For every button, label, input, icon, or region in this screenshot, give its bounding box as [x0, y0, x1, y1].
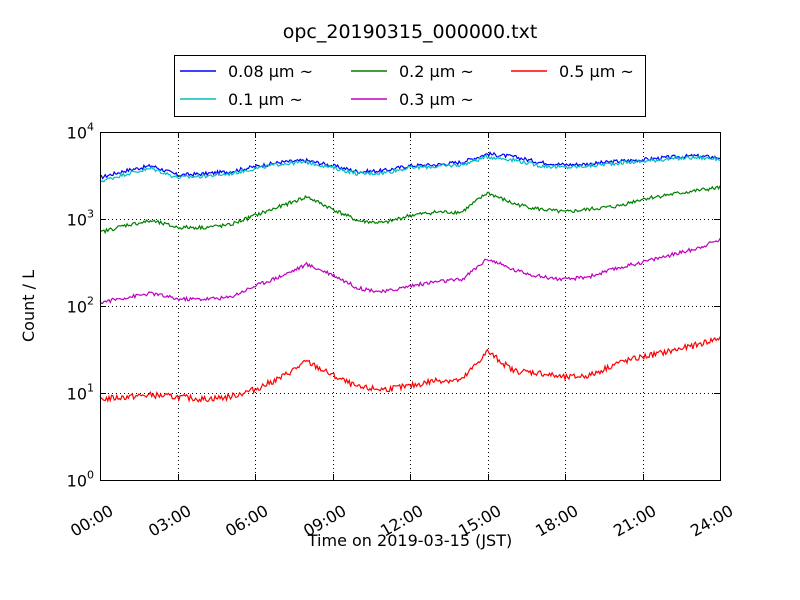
x-tick-label: 24:00 [687, 501, 736, 541]
y-tick-label: 103 [67, 208, 94, 230]
y-tick-label: 102 [67, 295, 94, 317]
chart-title: opc_20190315_000000.txt [283, 21, 538, 43]
legend-label: 0.2 μm ~ [399, 62, 474, 81]
series-line [99, 185, 721, 235]
legend-label: 0.5 μm ~ [559, 62, 634, 81]
x-tick-label: 06:00 [222, 501, 271, 541]
plot-frame [100, 132, 721, 481]
series-line [99, 154, 721, 183]
y-tick-label: 100 [67, 469, 94, 491]
y-tick-label: 101 [67, 382, 94, 404]
legend-box [174, 55, 646, 117]
x-tick-label: 00:00 [67, 501, 116, 541]
y-axis-label: Count / L [19, 270, 38, 342]
legend-label: 0.3 μm ~ [399, 90, 474, 109]
series-lines [99, 151, 721, 403]
legend: 0.08 μm ~ 0.1 μm ~ 0.2 μm ~ 0.3 μm ~ 0.5 μm … [174, 55, 646, 117]
x-tick-label: 18:00 [532, 501, 581, 541]
x-tick-label: 03:00 [145, 501, 194, 541]
x-axis-label: Time on 2019-03-15 (JST) [307, 531, 512, 550]
y-tick-labels: 100 101 102 103 104 [67, 121, 94, 491]
series-line [99, 151, 721, 180]
series-line [99, 336, 721, 403]
grid [100, 132, 720, 480]
x-tick-label: 21:00 [610, 501, 659, 541]
legend-label: 0.08 μm ~ [228, 62, 313, 81]
series-line [99, 238, 721, 305]
legend-label: 0.1 μm ~ [228, 90, 303, 109]
y-tick-label: 104 [67, 121, 94, 143]
